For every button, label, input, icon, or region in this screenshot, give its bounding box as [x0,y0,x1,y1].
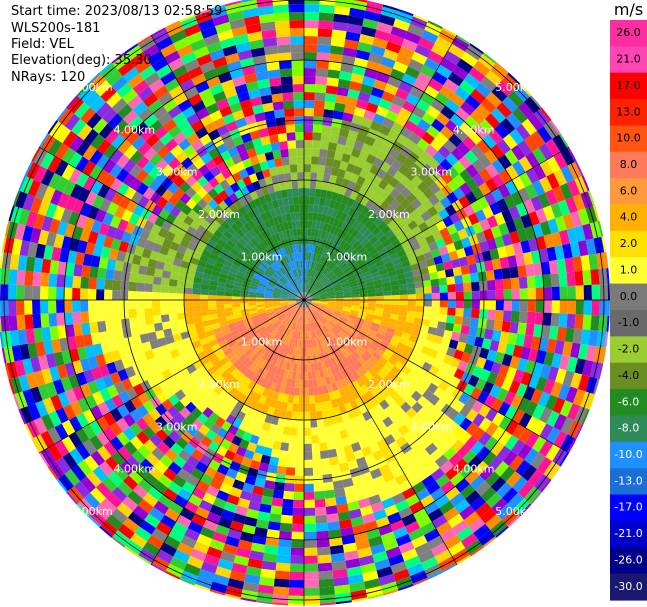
start-time-label: Start time: 2023/08/13 02:58:59 [11,4,223,19]
range-ring-label: 2.00km [198,208,240,221]
colorbar-swatch [610,362,647,390]
polar-grid [0,0,610,607]
range-ring-label: 3.00km [411,420,453,433]
colorbar-tick-label: 21.0 [616,53,641,66]
range-ring-label: 5.00km [71,81,113,94]
range-ring-label: 5.00km [71,505,113,518]
colorbar-tick-label: 8.0 [620,158,638,171]
colorbar-swatch [610,389,647,417]
colorbar-tick-label: -8.0 [618,422,639,435]
colorbar-tick-label: 17.0 [616,79,641,92]
range-ring-label: 4.00km [453,463,495,476]
elevation-label: Elevation(deg): 35.30 [11,53,152,68]
colorbar-tick-label: 26.0 [616,26,641,39]
range-ring-label: 3.00km [156,420,198,433]
colorbar-tick-label: 0.0 [620,290,638,303]
range-ring-label: 1.00km [326,335,368,348]
colorbar-tick-label: -13.0 [614,474,642,487]
range-ring-label: 3.00km [411,166,453,179]
colorbar-swatch [610,283,647,311]
colorbar-tick-label: 2.0 [620,237,638,250]
colorbar-tick-label: -1.0 [618,316,639,329]
instrument-label: WLS200s-181 [11,21,101,36]
range-ring-label: 5.00km [495,81,537,94]
colorbar-swatch [610,20,647,47]
colorbar-swatch [610,547,647,575]
colorbar-swatch [610,468,647,496]
colorbar-swatch [610,573,647,601]
radial-velocity-sectors [0,0,610,607]
colorbar-unit: m/s [613,0,644,19]
range-ring-label: 4.00km [114,463,156,476]
range-ring-label: 4.00km [114,123,156,136]
range-ring-label: 2.00km [198,378,240,391]
colorbar-tick-label: -2.0 [618,343,639,356]
colorbar-swatch [610,257,647,285]
nrays-label: NRays: 120 [11,70,86,85]
colorbar-tick-label: -17.0 [614,501,642,514]
colorbar-tick-label: -30.0 [614,580,642,593]
colorbar-tick-label: 1.0 [620,264,638,277]
range-ring-label: 1.00km [326,251,368,264]
colorbar-swatch [610,494,647,522]
colorbar-tick-label: -26.0 [614,554,642,567]
range-ring-label: 2.00km [368,378,410,391]
colorbar-swatch [610,46,647,74]
colorbar-swatch [610,310,647,337]
range-ring-label: 4.00km [453,123,495,136]
colorbar-tick-label: -10.0 [614,448,642,461]
colorbar-tick-label: 6.0 [620,184,638,197]
colorbar-tick-label: 4.0 [620,211,638,224]
colorbar-swatch [610,72,647,100]
colorbar-swatch [610,125,647,153]
range-ring-label: 1.00km [241,335,283,348]
colorbar-tick-label: 10.0 [616,132,641,145]
colorbar-swatch [610,336,647,364]
colorbar-swatch [610,151,647,179]
colorbar-tick-label: -4.0 [618,369,639,382]
colorbar-swatch [610,178,647,206]
colorbar-swatch [610,230,647,258]
range-ring-label: 5.00km [495,505,537,518]
colorbar-swatch [610,415,647,443]
range-ring-labels: 1.00km 1.00km 1.00km 1.00km 2.00km 2.00km 2.00… [71,81,537,518]
colorbar-tick-label: -21.0 [614,527,642,540]
colorbar-tick-label: -6.0 [618,395,639,408]
range-ring-label: 1.00km [241,251,283,264]
field-label: Field: VEL [11,37,74,52]
colorbar-swatch [610,441,647,469]
colorbar-swatch [610,204,647,232]
ppi-velocity-plot: 1.00km 1.00km 1.00km 1.00km 2.00km 2.00km 2.00… [0,0,610,607]
colorbar-tick-label: 13.0 [616,105,641,118]
range-ring-label: 3.00km [156,166,198,179]
colorbar-swatch [610,99,647,127]
range-ring-label: 2.00km [368,208,410,221]
colorbar-swatch [610,520,647,548]
